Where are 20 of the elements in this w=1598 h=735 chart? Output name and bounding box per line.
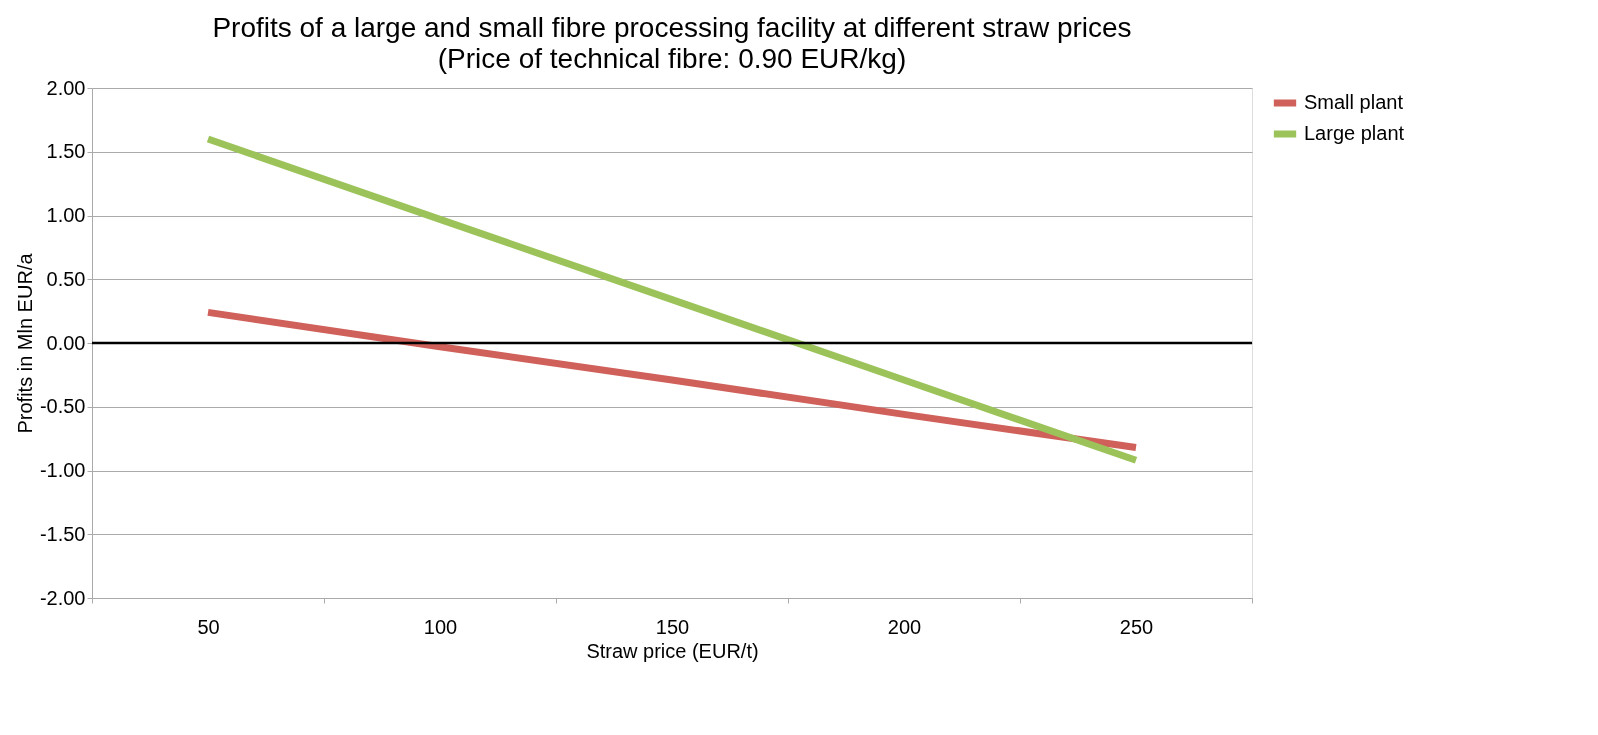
y-tick-label: 1.00 bbox=[46, 204, 86, 226]
x-tick-label: 200 bbox=[887, 615, 922, 638]
legend-label: Large plant bbox=[1304, 122, 1405, 144]
y-tick-label: -1.50 bbox=[39, 522, 86, 545]
y-axis-title: Profits in Mln EUR/a bbox=[13, 252, 36, 434]
y-tick-label: 1.50 bbox=[46, 140, 86, 163]
x-tick-label: 100 bbox=[423, 615, 458, 638]
y-tick-label: 2.00 bbox=[46, 76, 86, 99]
x-axis-title: Straw price (EUR/t) bbox=[586, 639, 759, 662]
chart-title: Profits of a large and small fibre processing facility at different straw prices bbox=[212, 12, 1132, 43]
y-tick-label: 0.00 bbox=[46, 331, 86, 354]
legend-label: Small plant bbox=[1304, 91, 1404, 113]
x-tick-label: 50 bbox=[197, 615, 220, 638]
y-tick-label: 0.50 bbox=[46, 267, 86, 290]
y-tick-label: -2.00 bbox=[39, 586, 86, 609]
x-tick-label: 150 bbox=[655, 615, 690, 638]
y-tick-label: -0.50 bbox=[39, 395, 86, 418]
y-tick-label: -1.00 bbox=[39, 459, 86, 481]
chart-subtitle: (Price of technical fibre: 0.90 EUR/kg) bbox=[437, 43, 907, 74]
x-tick-label: 250 bbox=[1119, 615, 1154, 638]
